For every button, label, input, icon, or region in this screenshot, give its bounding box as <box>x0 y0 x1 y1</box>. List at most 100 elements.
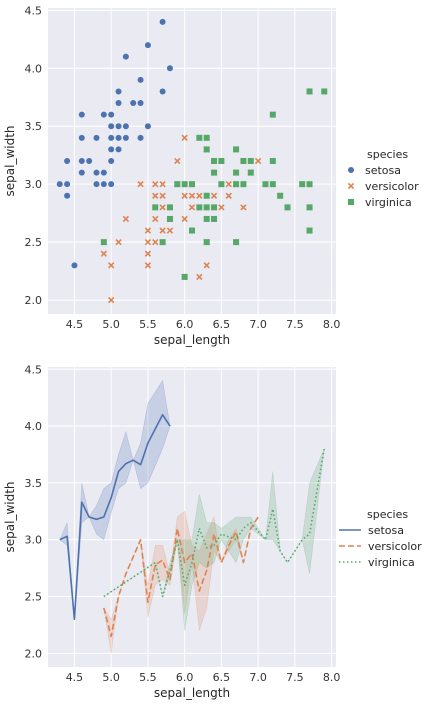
x-tick-label: 6.5 <box>213 318 231 331</box>
setosa-point <box>130 100 137 107</box>
setosa-point <box>108 123 115 130</box>
y-tick-label: 4.5 <box>25 4 43 17</box>
virginica-point <box>211 169 218 176</box>
setosa-point <box>108 134 115 141</box>
setosa-point <box>108 146 115 153</box>
setosa-point <box>93 134 100 141</box>
y-tick-label: 4.0 <box>25 420 43 433</box>
versicolor-point <box>254 157 262 165</box>
versicolor-point <box>174 157 181 165</box>
x-tick-label: 8.0 <box>323 671 341 684</box>
versicolor-point <box>144 250 152 257</box>
setosa-point <box>64 192 71 199</box>
line-y-axis-label: sepal_width <box>3 481 17 552</box>
line-legend-label-virginica: virginica <box>368 556 415 569</box>
virginica-point <box>166 204 173 211</box>
versicolor-point <box>196 192 203 199</box>
y-tick-label: 4.5 <box>25 363 43 376</box>
scatter-legend-item-virginica: virginica <box>348 196 412 209</box>
scatter-legend-label-versicolor: versicolor <box>365 180 419 193</box>
versicolor-point <box>144 238 152 246</box>
line-panel: 4.5 5.0 5.5 6.0 6.5 7.0 7.5 8.0 2.0 2.5 3.0 3.5 4.0… <box>3 363 422 700</box>
x-tick-label: 4.5 <box>66 671 84 684</box>
setosa-point <box>93 169 100 176</box>
setosa-point <box>115 100 122 107</box>
setosa-point <box>100 111 107 118</box>
setosa-point <box>115 123 122 130</box>
virginica-point <box>189 227 195 234</box>
virginica-point <box>247 169 254 176</box>
virginica-point <box>306 227 313 234</box>
line-legend-label-versicolor: versicolor <box>368 540 422 553</box>
setosa-point <box>166 65 173 72</box>
x-tick-label: 5.0 <box>102 671 120 684</box>
virginica-point <box>196 204 203 211</box>
scatter-legend-label-virginica: virginica <box>365 196 412 209</box>
line-legend: species setosa versicolor virginica <box>339 508 422 569</box>
scatter-plot-area <box>48 8 336 314</box>
virginica-point <box>181 181 188 188</box>
virginica-point <box>233 239 240 246</box>
versicolor-point <box>152 238 159 246</box>
line-x-axis-label: sepal_length <box>154 686 230 700</box>
setosa-point <box>137 76 144 83</box>
versicolor-point <box>100 250 108 257</box>
x-tick-label: 6.5 <box>213 671 231 684</box>
versicolor-point <box>122 215 130 223</box>
line-legend-title: species <box>367 508 408 521</box>
virginica-point <box>196 134 203 141</box>
virginica-point <box>269 158 276 164</box>
setosa-point <box>144 42 151 49</box>
setosa-point <box>115 88 122 95</box>
legend-x-marker <box>347 182 355 190</box>
scatter-y-ticks: 2.0 2.5 3.0 3.5 4.0 4.5 <box>25 4 43 307</box>
legend-square-marker <box>348 199 354 205</box>
setosa-point <box>108 158 115 164</box>
scatter-legend: species setosa versicolor virginica <box>347 148 419 209</box>
y-tick-label: 4.0 <box>25 62 43 75</box>
x-tick-label: 5.5 <box>139 318 157 331</box>
virginica-point <box>189 181 195 188</box>
setosa-point <box>122 134 129 141</box>
virginica-point <box>203 146 210 153</box>
virginica-point <box>203 134 210 141</box>
line-legend-item-versicolor: versicolor <box>339 540 422 553</box>
versicolor-point <box>152 181 159 188</box>
line-legend-item-setosa: setosa <box>339 524 404 537</box>
scatter-legend-label-setosa: setosa <box>365 164 401 177</box>
versicolor-point <box>203 262 210 269</box>
setosa-point <box>93 181 100 188</box>
setosa-point <box>64 158 71 164</box>
versicolor-point <box>181 192 188 199</box>
versicolor-point <box>188 192 196 199</box>
virginica-point <box>269 181 276 188</box>
virginica-point <box>299 181 306 188</box>
setosa-point <box>122 53 129 60</box>
virginica-point <box>100 239 107 246</box>
virginica-point <box>159 239 166 246</box>
virginica-point <box>233 146 240 153</box>
versicolor-point <box>225 192 232 199</box>
setosa-point <box>144 123 151 130</box>
setosa-point <box>100 169 107 176</box>
scatter-y-axis-label: sepal_width <box>3 125 17 196</box>
virginica-point <box>211 158 218 164</box>
scatter-x-ticks: 4.5 5.0 5.5 6.0 6.5 7.0 7.5 8.0 <box>66 318 341 331</box>
versicolor-point <box>152 215 159 223</box>
y-tick-label: 3.0 <box>25 534 43 547</box>
scatter-marks <box>56 18 328 304</box>
versicolor-point <box>166 227 174 234</box>
setosa-point <box>56 181 63 188</box>
x-tick-label: 5.5 <box>139 671 157 684</box>
virginica-point <box>262 181 269 188</box>
virginica-point <box>240 158 247 164</box>
versicolor-point <box>210 192 218 199</box>
versicolor-point <box>181 134 188 141</box>
versicolor-point <box>225 181 232 188</box>
x-tick-label: 7.0 <box>249 318 267 331</box>
setosa-point <box>78 169 85 176</box>
versicolor-point <box>196 273 203 281</box>
virginica-point <box>247 158 254 164</box>
y-tick-label: 3.5 <box>25 477 43 490</box>
